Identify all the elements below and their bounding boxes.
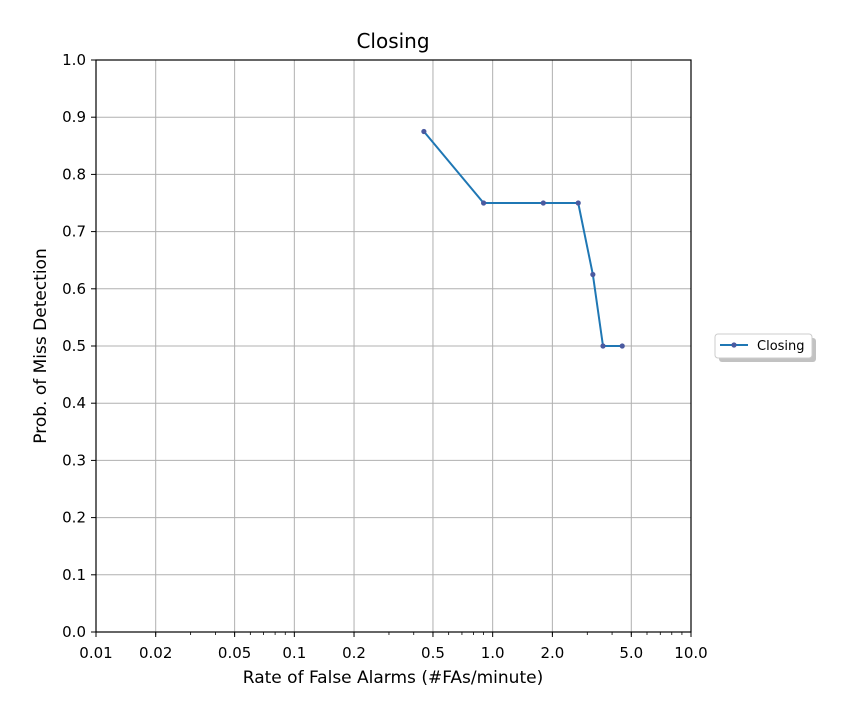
legend: Closing — [714, 333, 816, 362]
y-tick-label: 0.7 — [62, 223, 86, 241]
chart-title: Closing — [356, 29, 429, 53]
x-tick-label: 5.0 — [619, 644, 643, 662]
x-axis-label: Rate of False Alarms (#FAs/minute) — [243, 668, 543, 688]
legend-marker-closing — [731, 342, 737, 348]
data-point — [575, 200, 581, 206]
data-point — [540, 200, 546, 206]
y-tick-label: 0.0 — [62, 623, 86, 641]
y-tick-label: 0.8 — [62, 165, 86, 183]
data-point — [421, 128, 427, 135]
x-tick-label: 0.02 — [139, 644, 172, 662]
x-tick-label: 0.5 — [421, 644, 445, 662]
y-tick-label: 0.6 — [62, 280, 86, 298]
y-tick-label: 0.4 — [62, 394, 86, 412]
data-point — [590, 271, 596, 278]
x-axis: 0.01 0.02 0.05 0.1 0.2 0.5 1.0 2.0 5.0 10.0 — [79, 632, 708, 662]
y-tick-label: 0.1 — [62, 566, 86, 584]
y-tick-label: 0.3 — [62, 451, 86, 469]
plot-frame — [95, 59, 692, 633]
data-point — [600, 343, 606, 349]
y-tick-label: 1.0 — [62, 51, 86, 69]
y-axis-label: Prob. of Miss Detection — [31, 248, 51, 443]
x-tick-label: 0.1 — [282, 644, 306, 662]
legend-box — [714, 333, 813, 359]
series-layer — [421, 128, 625, 349]
data-point — [480, 200, 487, 206]
x-tick-label: 0.01 — [79, 644, 112, 662]
x-tick-label: 1.0 — [481, 644, 505, 662]
x-tick-label: 0.05 — [218, 644, 251, 662]
legend-label-closing: Closing — [757, 339, 805, 354]
y-tick-label: 0.5 — [62, 337, 86, 355]
x-tick-label: 10.0 — [674, 644, 707, 662]
grid — [95, 59, 692, 633]
y-tick-label: 0.9 — [62, 108, 86, 126]
x-tick-label: 0.2 — [342, 644, 366, 662]
data-point — [619, 343, 625, 349]
y-axis: 0.0 0.1 0.2 0.3 0.4 0.5 0.6 0.7 0.8 0.9 1.0 — [62, 51, 96, 641]
y-tick-label: 0.2 — [62, 509, 86, 527]
x-tick-label: 2.0 — [540, 644, 564, 662]
